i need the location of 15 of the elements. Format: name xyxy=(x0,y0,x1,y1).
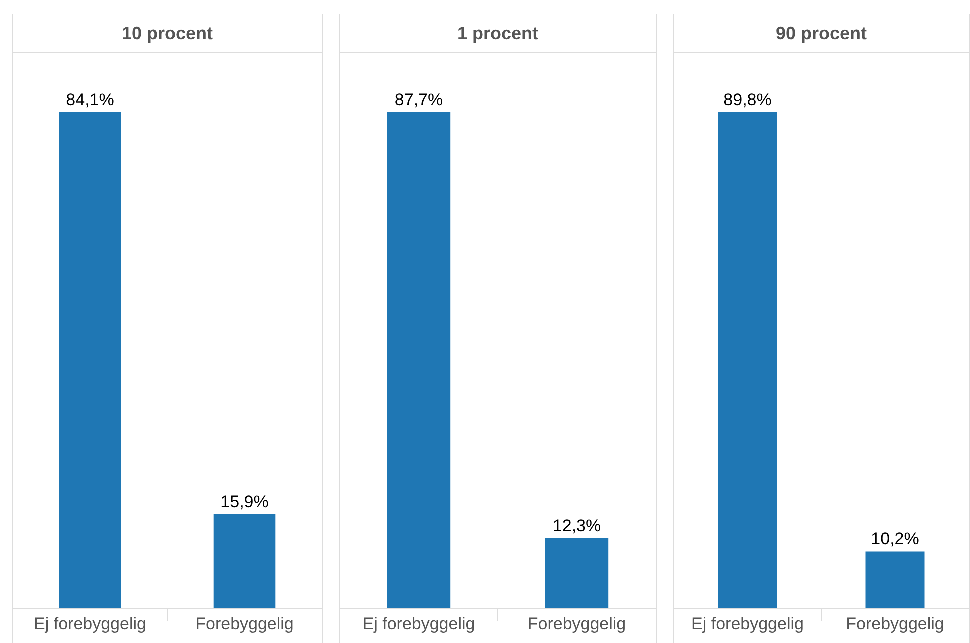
chart-title: 90 procent xyxy=(776,24,868,44)
data-label: 84,1% xyxy=(66,90,114,110)
x-tick-label: Ej forebyggelig xyxy=(34,614,146,634)
x-tick-label: Ej forebyggelig xyxy=(362,614,476,634)
x-tick-label: Forebyggelig xyxy=(196,614,294,634)
chart-title: 10 procent xyxy=(122,24,214,44)
x-tick-label: Forebyggelig xyxy=(846,614,944,634)
data-label: 87,7% xyxy=(394,90,444,110)
data-label: 12,3% xyxy=(552,516,602,536)
data-label: 89,8% xyxy=(724,90,772,110)
data-label: 15,9% xyxy=(220,492,269,512)
x-tick-label: Ej forebyggelig xyxy=(692,614,804,634)
data-label: 10,2% xyxy=(871,530,920,549)
x-tick-label: Forebyggelig xyxy=(528,614,626,634)
chart-title: 1 procent xyxy=(457,24,539,44)
